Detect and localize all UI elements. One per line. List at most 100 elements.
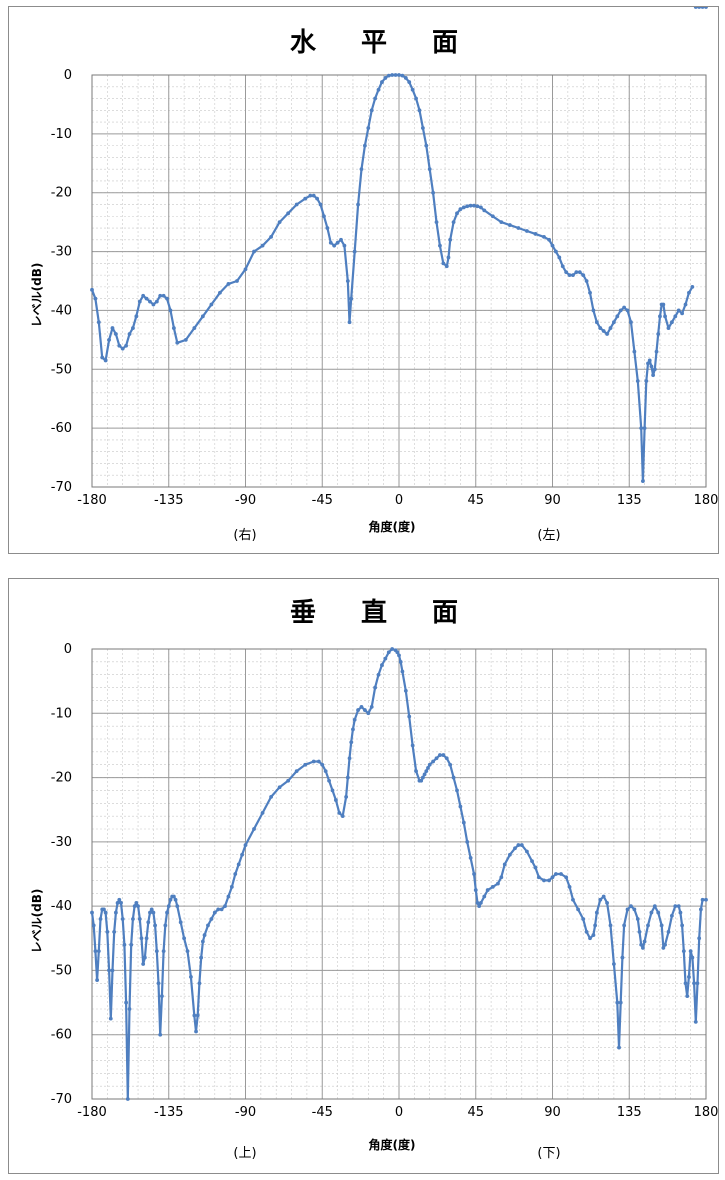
data-point — [366, 711, 371, 716]
data-point — [431, 759, 436, 764]
data-point — [339, 237, 343, 242]
plot-area: -180 -135 -90 -45 0 45 90 135 180 0 -10 -20 -30 -40 -5… — [51, 7, 718, 508]
data-point — [137, 299, 142, 304]
data-point — [635, 917, 640, 921]
data-point — [252, 827, 256, 831]
data-point — [192, 1013, 197, 1018]
data-point — [697, 7, 702, 9]
data-point — [533, 865, 538, 870]
data-point — [117, 897, 122, 902]
data-point — [557, 255, 562, 260]
data-point — [200, 314, 205, 319]
data-point — [632, 349, 637, 354]
data-point — [200, 939, 205, 944]
data-point — [168, 308, 173, 313]
data-point — [567, 884, 572, 889]
y-tick-label: -10 — [51, 706, 72, 721]
data-point — [141, 293, 146, 298]
data-point — [461, 205, 466, 210]
data-point — [652, 367, 657, 372]
data-point — [695, 981, 700, 986]
x-tick-label: 135 — [617, 493, 642, 508]
chart-vertical: 垂 直 面 -180 -135 -90 -45 0 45 90 135 180 0 -10 -20 -3… — [30, 598, 718, 1161]
data-point — [117, 343, 122, 348]
data-point — [680, 311, 685, 316]
data-point — [95, 978, 100, 982]
data-point — [125, 1097, 130, 1101]
data-point — [151, 910, 156, 915]
data-point — [397, 73, 401, 77]
data-point — [103, 358, 108, 363]
data-point — [478, 205, 483, 210]
data-point — [661, 946, 666, 950]
y-axis-label: レベル(dB) — [30, 889, 44, 954]
data-point — [502, 862, 507, 867]
data-point — [629, 320, 633, 325]
data-point — [286, 778, 291, 783]
data-point — [352, 249, 357, 254]
x-tick-label: -180 — [77, 1105, 107, 1120]
data-point — [96, 949, 101, 954]
data-point — [151, 302, 156, 307]
data-point — [153, 923, 158, 928]
data-point — [380, 663, 384, 667]
data-point — [690, 284, 695, 289]
data-point — [594, 320, 599, 325]
data-point — [646, 923, 650, 928]
data-point — [431, 190, 436, 195]
data-point — [420, 126, 425, 130]
data-point — [212, 910, 217, 915]
data-point — [594, 910, 599, 915]
data-point — [564, 270, 569, 275]
data-point — [156, 981, 161, 986]
data-point — [468, 203, 473, 208]
data-point — [513, 846, 517, 851]
data-point — [698, 907, 703, 912]
data-point — [260, 811, 265, 815]
x-tick-label: -135 — [154, 1105, 184, 1120]
data-point — [542, 878, 546, 883]
data-point — [496, 881, 500, 886]
data-point — [550, 243, 555, 248]
data-point — [362, 143, 367, 148]
data-point — [640, 479, 645, 484]
x-tick-label: 0 — [395, 493, 403, 508]
data-point — [663, 314, 667, 319]
x-tick-label: 180 — [694, 493, 718, 508]
data-point — [673, 904, 678, 909]
data-point — [142, 955, 147, 960]
data-point — [414, 769, 418, 774]
data-point — [507, 223, 512, 227]
data-point — [687, 974, 691, 979]
data-point — [571, 897, 575, 902]
data-point — [649, 364, 654, 369]
data-point — [620, 955, 625, 960]
data-point — [683, 981, 688, 986]
data-point — [427, 762, 432, 767]
data-point — [612, 962, 616, 966]
data-point — [383, 76, 388, 80]
x-tick-label: 90 — [544, 1105, 561, 1120]
data-point — [206, 923, 210, 928]
data-point — [605, 901, 609, 905]
data-point — [550, 875, 555, 880]
data-point — [110, 326, 115, 330]
data-point — [519, 843, 524, 847]
y-tick-label: -40 — [51, 899, 72, 914]
data-point — [294, 769, 299, 774]
data-point — [400, 669, 405, 674]
data-point — [373, 685, 378, 690]
data-point — [687, 290, 691, 295]
data-point — [700, 7, 705, 9]
data-point — [236, 862, 241, 867]
series-line — [90, 73, 694, 483]
data-point — [403, 76, 408, 80]
data-point — [688, 949, 693, 954]
data-point — [347, 756, 352, 761]
data-point — [559, 872, 563, 876]
data-point — [356, 708, 360, 712]
data-point — [108, 1016, 113, 1021]
data-point — [235, 279, 239, 283]
data-point — [525, 229, 529, 233]
data-point — [536, 875, 541, 880]
